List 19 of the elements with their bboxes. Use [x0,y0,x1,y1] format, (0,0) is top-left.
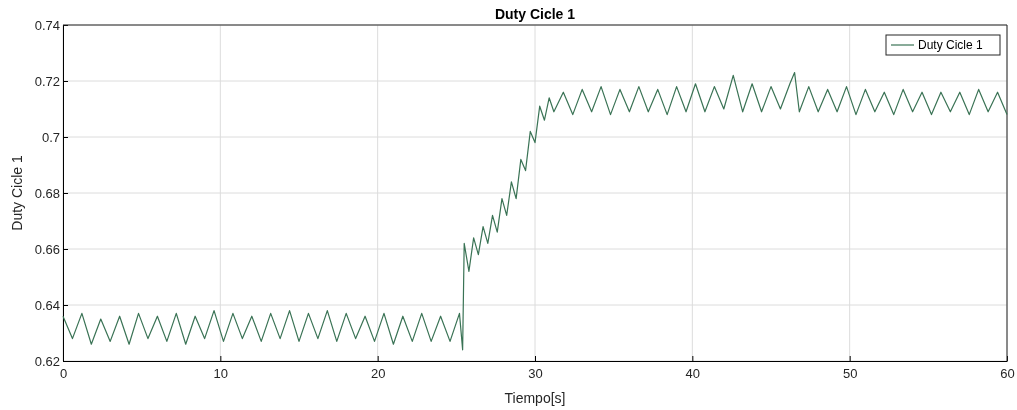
x-axis-title: Tiempo[s] [504,390,566,406]
x-tick-label: 30 [528,366,543,382]
x-tick-label: 20 [370,366,386,382]
y-tick-label: 0.66 [34,241,60,257]
y-axis-title: Duty Cicle 1 [9,155,25,231]
x-tick-label: 60 [1000,366,1015,382]
y-tick-label: 0.74 [34,17,60,33]
x-tick-label: 10 [213,366,229,382]
y-tick-label: 0.64 [34,297,60,313]
x-tick-label: 50 [842,366,858,382]
x-tick-label: 0 [59,366,68,382]
legend-label: Duty Cicle 1 [918,38,984,52]
y-tick-label: 0.72 [34,73,60,89]
y-tick-label: 0.7 [41,129,60,145]
chart-title: Duty Cicle 1 [494,6,576,22]
x-tick-label: 40 [685,366,701,382]
y-tick-label: 0.68 [34,185,60,201]
line-series [62,72,1008,351]
y-tick-label: 0.62 [34,353,60,369]
